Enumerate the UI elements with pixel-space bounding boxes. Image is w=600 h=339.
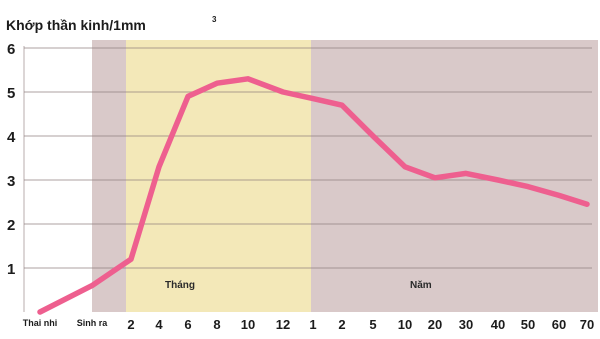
series-line-0 <box>37 76 590 315</box>
x-tick-13: 30 <box>459 317 473 332</box>
x-tick-10: 5 <box>369 317 376 332</box>
x-tick-9: 2 <box>338 317 345 332</box>
x-tick-6: 10 <box>241 317 255 332</box>
chart-title-group: Khớp thần kinh/1mm 3 <box>6 15 217 33</box>
x-tick-12: 20 <box>428 317 442 332</box>
x-tick-3: 4 <box>155 317 163 332</box>
band-label-2: Năm <box>410 280 432 291</box>
y-tick-1: 1 <box>7 261 15 278</box>
x-tick-4: 6 <box>184 317 191 332</box>
x-tick-0: Thai nhi <box>23 318 58 328</box>
x-tick-14: 40 <box>491 317 505 332</box>
x-tick-17: 70 <box>580 317 594 332</box>
x-tick-16: 60 <box>552 317 566 332</box>
x-tick-5: 8 <box>213 317 220 332</box>
x-axis-ticks: Thai nhi Sinh ra 2 4 6 8 10 12 1 2 5 10 20 30 40 50 60 70 <box>23 317 594 332</box>
y-tick-3: 3 <box>7 173 15 190</box>
x-tick-11: 10 <box>398 317 412 332</box>
series-layer <box>37 76 590 315</box>
y-tick-6: 6 <box>7 41 15 58</box>
chart-title-superscript: 3 <box>212 15 217 24</box>
band-label-1: Tháng <box>165 280 195 291</box>
y-tick-4: 4 <box>7 129 16 146</box>
x-tick-7: 12 <box>276 317 290 332</box>
x-tick-2: 2 <box>127 317 134 332</box>
y-axis-ticks: 1 2 3 4 5 6 <box>7 41 16 278</box>
band-labels: Tháng Năm <box>165 280 432 291</box>
gridlines <box>23 46 592 312</box>
chart-title: Khớp thần kinh/1mm <box>6 17 146 33</box>
y-tick-2: 2 <box>7 217 15 234</box>
x-tick-15: 50 <box>521 317 535 332</box>
x-tick-1: Sinh ra <box>77 318 109 328</box>
y-tick-5: 5 <box>7 85 15 102</box>
x-tick-8: 1 <box>309 317 316 332</box>
background-bands <box>92 40 598 312</box>
